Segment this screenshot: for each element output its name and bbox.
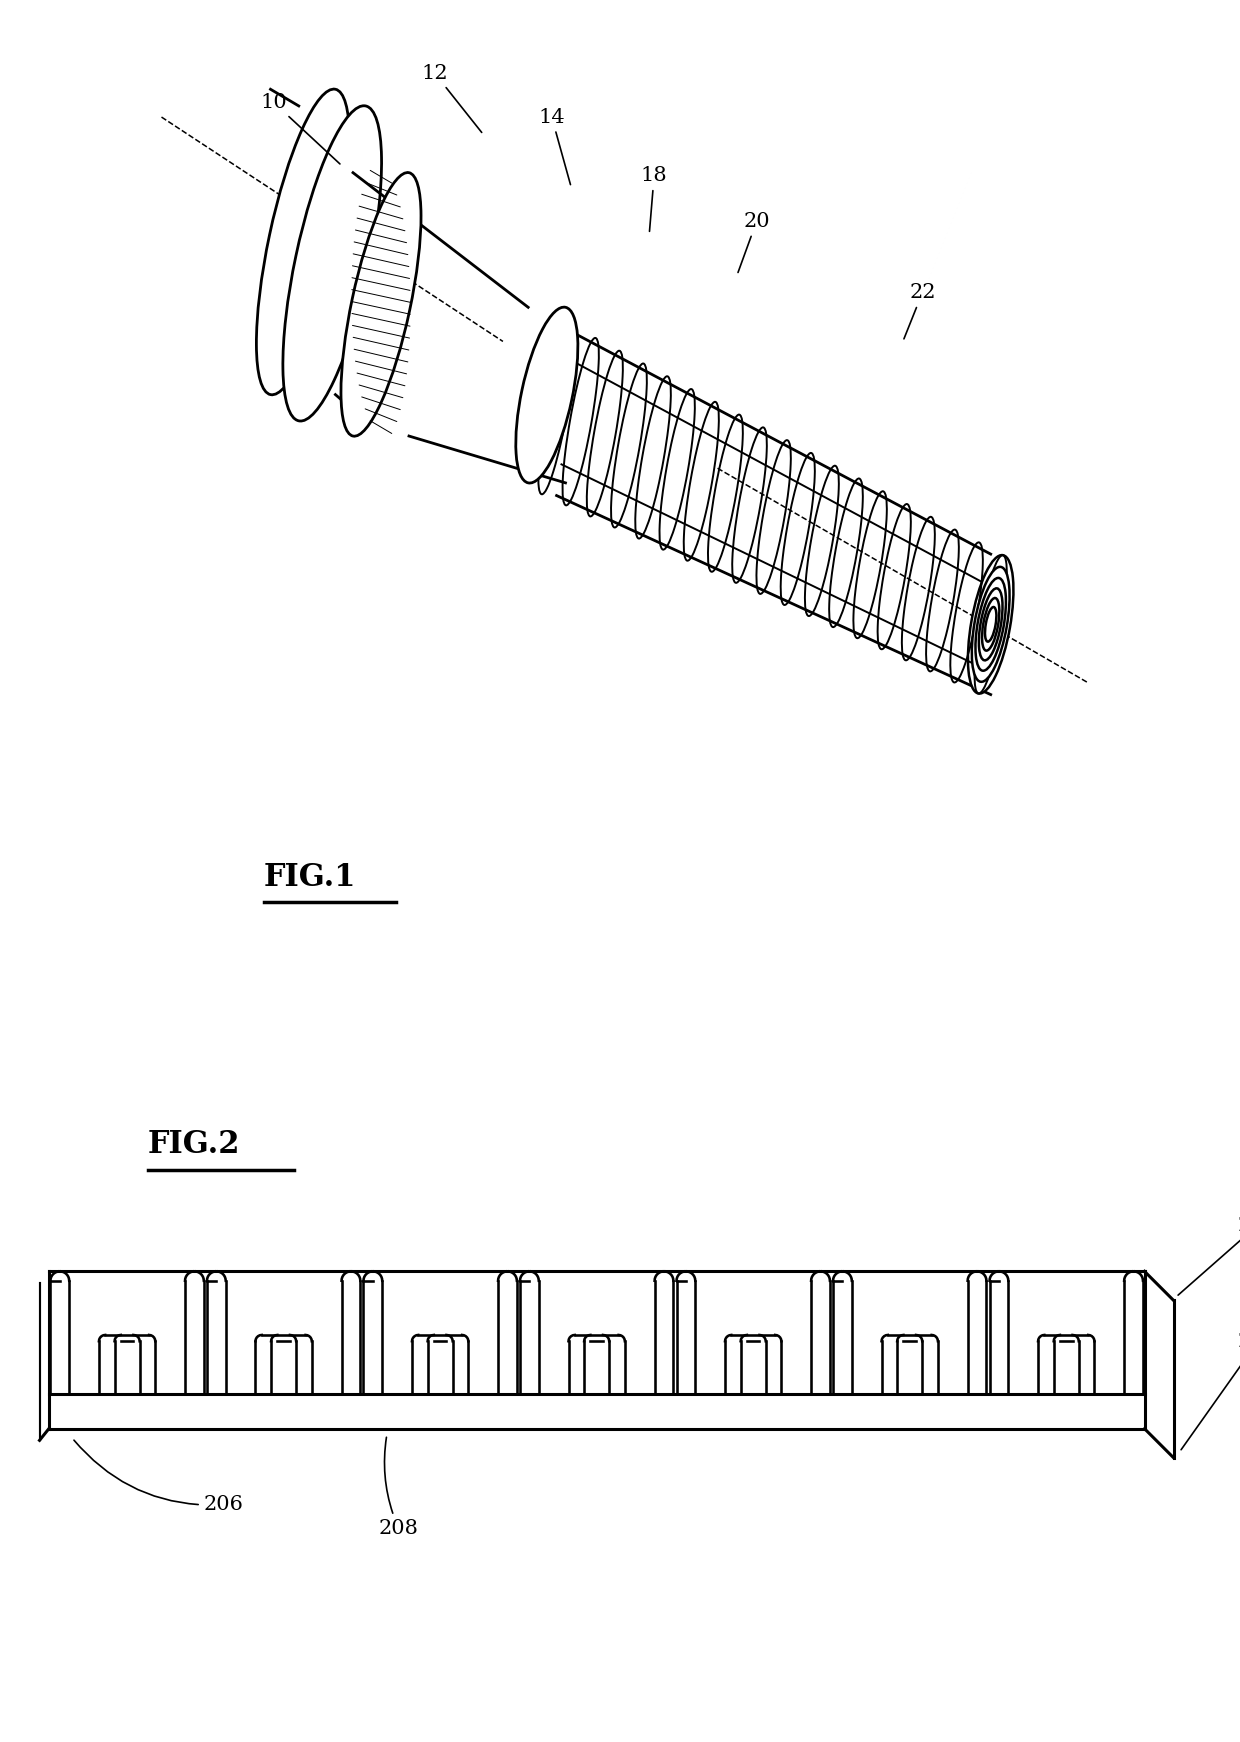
Text: 206: 206	[74, 1441, 243, 1514]
Ellipse shape	[257, 89, 350, 395]
Ellipse shape	[341, 172, 422, 436]
Text: 20: 20	[738, 213, 770, 272]
Ellipse shape	[976, 578, 1006, 671]
Text: FIG.2: FIG.2	[148, 1129, 241, 1160]
Text: 204: 204	[1178, 1216, 1240, 1294]
Text: FIG.1: FIG.1	[264, 862, 356, 894]
Ellipse shape	[982, 598, 999, 652]
Ellipse shape	[968, 556, 1013, 693]
Text: 202: 202	[1180, 1333, 1240, 1449]
Ellipse shape	[972, 566, 1009, 681]
Text: 14: 14	[538, 108, 570, 185]
Ellipse shape	[283, 106, 382, 422]
Text: 22: 22	[904, 284, 936, 340]
Ellipse shape	[516, 307, 578, 483]
Text: 10: 10	[260, 92, 340, 164]
Text: 12: 12	[422, 64, 481, 132]
Text: 208: 208	[378, 1437, 418, 1538]
Text: 18: 18	[641, 165, 667, 232]
Ellipse shape	[985, 606, 997, 641]
Ellipse shape	[978, 589, 1002, 660]
